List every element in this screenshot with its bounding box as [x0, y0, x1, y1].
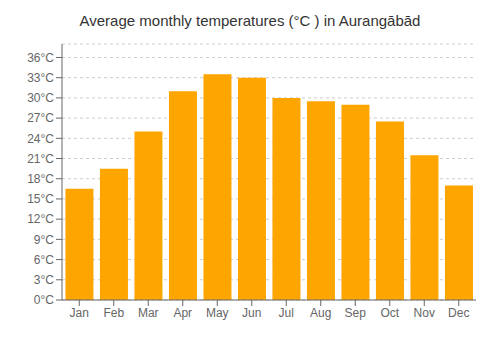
- svg-text:12°C: 12°C: [27, 212, 54, 226]
- svg-text:24°C: 24°C: [27, 132, 54, 146]
- svg-text:Feb: Feb: [103, 306, 124, 320]
- svg-text:Dec: Dec: [448, 306, 469, 320]
- html-text:Average monthly temperatures (: Average monthly temperatures (°C ) in Au…: [79, 12, 421, 29]
- svg-text:30°C: 30°C: [27, 91, 54, 105]
- svg-text:Sep: Sep: [345, 306, 367, 320]
- svg-text:Jun: Jun: [242, 306, 261, 320]
- svg-text:Jan: Jan: [70, 306, 89, 320]
- svg-text:18°C: 18°C: [27, 172, 54, 186]
- svg-text:Aug: Aug: [310, 306, 331, 320]
- svg-text:Jul: Jul: [279, 306, 294, 320]
- svg-text:May: May: [206, 306, 229, 320]
- svg-text:33°C: 33°C: [27, 71, 54, 85]
- svg-text:0°C: 0°C: [34, 293, 54, 307]
- svg-text:Mar: Mar: [138, 306, 159, 320]
- svg-text:Nov: Nov: [414, 306, 435, 320]
- svg-text:3°C: 3°C: [34, 273, 54, 287]
- svg-text:6°C: 6°C: [34, 253, 54, 267]
- svg-text:9°C: 9°C: [34, 233, 54, 247]
- svg-text:36°C: 36°C: [27, 51, 54, 65]
- svg-text:27°C: 27°C: [27, 111, 54, 125]
- svg-text:15°C: 15°C: [27, 192, 54, 206]
- svg-text:Oct: Oct: [380, 306, 399, 320]
- svg-text:Apr: Apr: [173, 306, 192, 320]
- svg-text:21°C: 21°C: [27, 152, 54, 166]
